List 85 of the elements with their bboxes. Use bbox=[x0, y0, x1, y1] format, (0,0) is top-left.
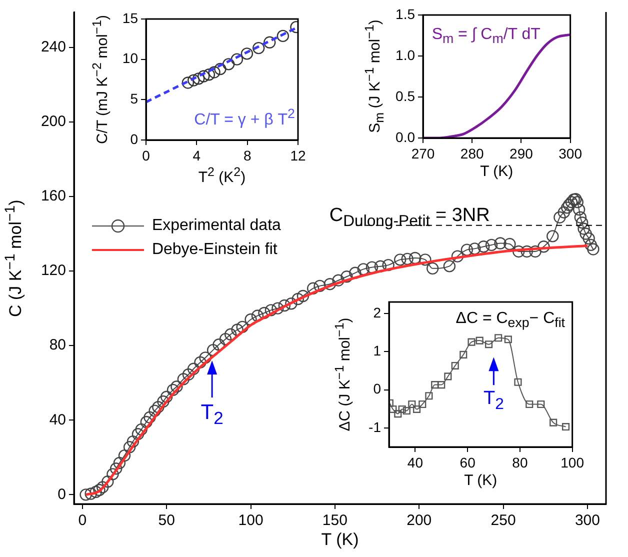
x-tick-label: 100 bbox=[560, 454, 584, 470]
y-tick-label: 240 bbox=[40, 38, 66, 56]
point bbox=[460, 350, 468, 358]
x-tick-label: 300 bbox=[574, 512, 600, 530]
point bbox=[444, 372, 452, 380]
x-axis-title: T (K) bbox=[464, 472, 498, 489]
x-tick-label: 290 bbox=[510, 145, 534, 162]
y-tick-label: 0 bbox=[130, 130, 138, 147]
point bbox=[198, 70, 210, 82]
point bbox=[389, 405, 397, 414]
point bbox=[182, 76, 194, 89]
point bbox=[418, 400, 426, 408]
x-tick-label: 280 bbox=[460, 145, 484, 162]
x-tick-label: 150 bbox=[322, 512, 348, 530]
x-tick-label: 250 bbox=[490, 512, 516, 530]
y-tick-label: 160 bbox=[40, 188, 66, 205]
point bbox=[412, 405, 421, 414]
point bbox=[451, 362, 459, 370]
x-tick-label: 12 bbox=[290, 147, 306, 164]
point bbox=[504, 336, 512, 344]
y-tick-label: -1 bbox=[368, 418, 382, 435]
legend-label: Experimental data bbox=[152, 216, 281, 235]
x-tick-label: 200 bbox=[406, 512, 432, 530]
y-tick-label: 10 bbox=[122, 50, 138, 66]
point bbox=[484, 340, 493, 348]
y-tick-label: 40 bbox=[49, 411, 66, 428]
x-axis-title: T (K) bbox=[480, 163, 514, 180]
x-tick-label: 50 bbox=[158, 512, 175, 530]
point bbox=[514, 378, 522, 386]
y-tick-label: 2 bbox=[373, 304, 382, 320]
x-tick-label: 8 bbox=[243, 147, 252, 164]
point bbox=[192, 72, 205, 85]
y-tick-label: 1 bbox=[373, 342, 382, 358]
x-axis-title: T (K) bbox=[321, 530, 359, 549]
point bbox=[222, 58, 235, 70]
point bbox=[438, 381, 446, 389]
y-tick-label: 5 bbox=[130, 90, 138, 107]
point bbox=[394, 410, 402, 418]
point bbox=[526, 400, 534, 408]
point bbox=[276, 30, 290, 42]
annotation: S$_{m}$ = ∫ C$_{m}$/T dT bbox=[432, 26, 540, 46]
x-tick-label: 100 bbox=[238, 512, 264, 530]
y-tick-label: 0.5 bbox=[396, 88, 416, 104]
point bbox=[562, 422, 570, 431]
y-tick-label: 0.0 bbox=[396, 128, 416, 145]
y-tick-label: 15 bbox=[122, 10, 138, 26]
point bbox=[208, 66, 220, 78]
y-tick-label: 200 bbox=[40, 113, 66, 130]
point bbox=[264, 36, 276, 48]
x-tick-label: 4 bbox=[192, 147, 201, 164]
point bbox=[476, 336, 484, 344]
y-tick-label: 0 bbox=[373, 380, 382, 397]
y-tick-label: 1.5 bbox=[396, 6, 416, 22]
x-tick-label: 60 bbox=[460, 454, 476, 470]
legend-label: Debye-Einstein fit bbox=[152, 240, 278, 259]
x-tick-label: 300 bbox=[558, 145, 582, 162]
y-tick-label: 1.0 bbox=[396, 46, 416, 63]
x-tick-label: 270 bbox=[411, 145, 435, 162]
y-tick-label: 80 bbox=[49, 336, 66, 354]
point bbox=[230, 53, 244, 66]
point bbox=[240, 48, 254, 60]
point bbox=[537, 400, 545, 408]
point bbox=[425, 392, 433, 400]
annotation: C/T = γ + β T$^{2}$ bbox=[194, 106, 295, 129]
point bbox=[408, 400, 416, 408]
x-axis-title: T$^{2}$ (K$^{2}$) bbox=[198, 165, 246, 186]
point bbox=[431, 381, 439, 389]
annotation: T$_{2}$ bbox=[483, 388, 504, 413]
point bbox=[494, 334, 502, 342]
point bbox=[188, 74, 200, 86]
y-tick-label: 120 bbox=[40, 262, 66, 280]
annotation: C$_{Dulong-Petit}$ = 3NR bbox=[329, 205, 490, 230]
point bbox=[214, 62, 226, 76]
point bbox=[252, 42, 265, 54]
point bbox=[398, 405, 406, 414]
point bbox=[468, 338, 476, 346]
x-tick-label: 0 bbox=[142, 147, 150, 164]
point bbox=[202, 68, 216, 81]
annotation: ΔC = C$_{exp}$− C$_{fit}$ bbox=[456, 310, 565, 330]
x-tick-label: 0 bbox=[78, 512, 87, 530]
x-tick-label: 80 bbox=[512, 454, 528, 470]
point bbox=[550, 418, 558, 426]
annotation: T$_{2}$ bbox=[200, 400, 224, 428]
y-tick-label: 0 bbox=[58, 486, 66, 503]
point bbox=[402, 406, 410, 415]
